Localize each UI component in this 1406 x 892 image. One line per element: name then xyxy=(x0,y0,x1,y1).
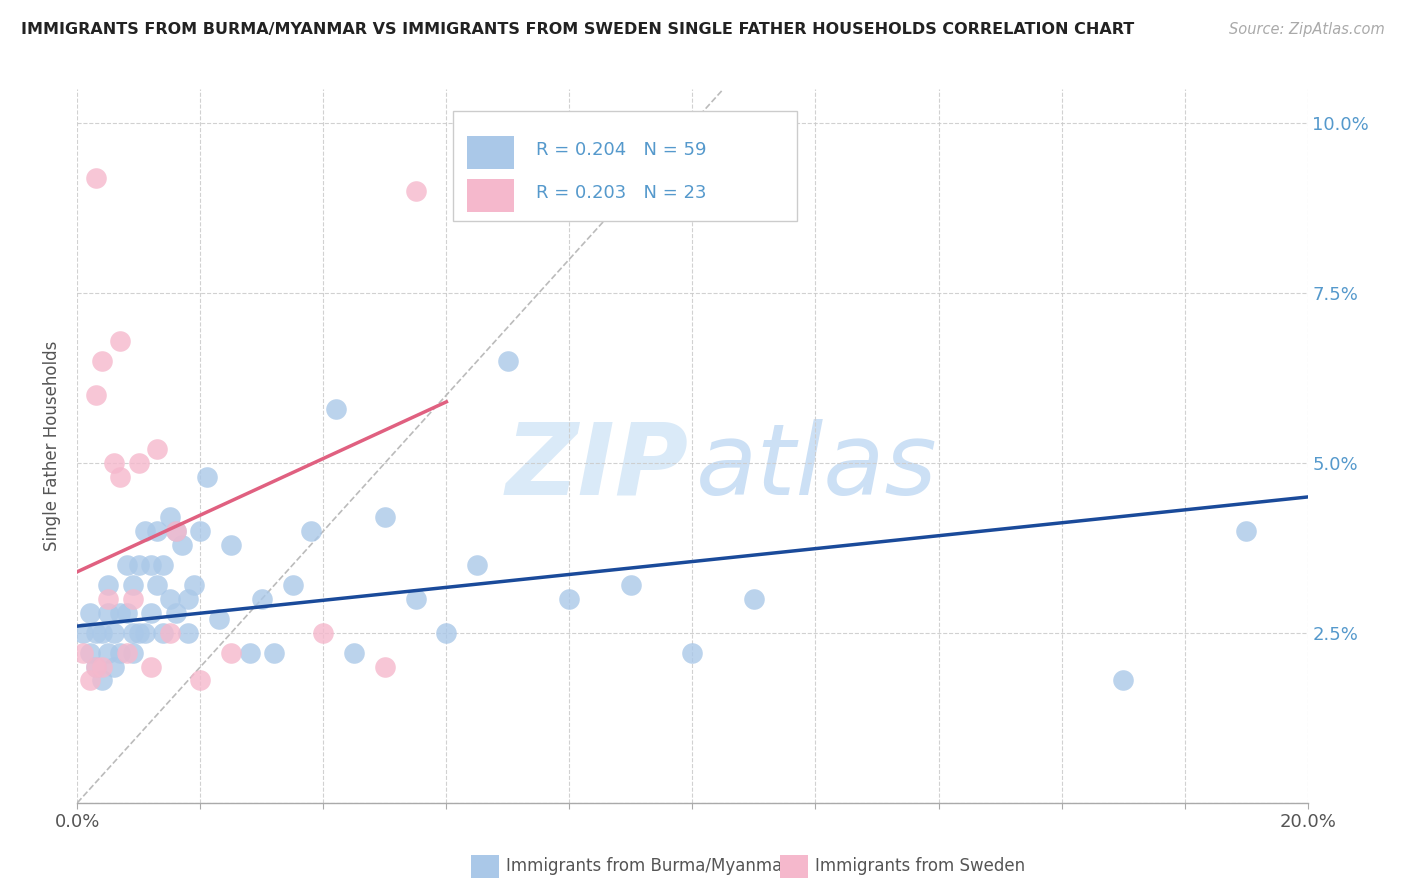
Point xyxy=(281,578,304,592)
Point xyxy=(146,524,169,538)
Point xyxy=(121,591,143,606)
Point xyxy=(436,626,458,640)
Point xyxy=(165,524,187,538)
Point xyxy=(165,606,187,620)
Point xyxy=(219,646,242,660)
Point xyxy=(84,388,107,402)
Point xyxy=(97,606,120,620)
Point xyxy=(110,606,132,620)
Text: Immigrants from Burma/Myanmar: Immigrants from Burma/Myanmar xyxy=(506,857,789,875)
Point xyxy=(79,673,101,688)
FancyBboxPatch shape xyxy=(467,136,515,169)
Point xyxy=(620,578,643,592)
Point xyxy=(152,626,174,640)
Point xyxy=(115,646,138,660)
Point xyxy=(742,591,765,606)
Point xyxy=(79,646,101,660)
Point xyxy=(159,626,181,640)
Point xyxy=(219,537,242,551)
Point xyxy=(97,578,120,592)
Point xyxy=(115,606,138,620)
Point xyxy=(496,354,519,368)
Point xyxy=(128,626,150,640)
Text: ZIP: ZIP xyxy=(506,419,689,516)
Text: atlas: atlas xyxy=(696,419,938,516)
Point xyxy=(84,626,107,640)
Point xyxy=(72,626,94,640)
Point xyxy=(90,354,114,368)
Point xyxy=(84,660,107,674)
Text: IMMIGRANTS FROM BURMA/MYANMAR VS IMMIGRANTS FROM SWEDEN SINGLE FATHER HOUSEHOLDS: IMMIGRANTS FROM BURMA/MYANMAR VS IMMIGRA… xyxy=(21,22,1135,37)
Point xyxy=(103,626,125,640)
Point xyxy=(208,612,231,626)
Point xyxy=(188,673,212,688)
Point xyxy=(110,469,132,483)
Point xyxy=(1112,673,1135,688)
Text: R = 0.203   N = 23: R = 0.203 N = 23 xyxy=(536,184,707,202)
Point xyxy=(374,660,396,674)
Point xyxy=(90,673,114,688)
Point xyxy=(72,646,94,660)
Point xyxy=(343,646,366,660)
Y-axis label: Single Father Households: Single Father Households xyxy=(44,341,62,551)
Point xyxy=(141,558,163,572)
Point xyxy=(141,606,163,620)
Text: R = 0.204   N = 59: R = 0.204 N = 59 xyxy=(536,141,707,159)
Point xyxy=(128,456,150,470)
Point xyxy=(121,626,143,640)
Point xyxy=(177,591,200,606)
Point xyxy=(558,591,581,606)
Point xyxy=(103,456,125,470)
Point xyxy=(128,558,150,572)
Point xyxy=(159,591,181,606)
Point xyxy=(405,184,427,198)
Point xyxy=(90,660,114,674)
Point xyxy=(263,646,285,660)
Point xyxy=(146,442,169,457)
Point xyxy=(159,510,181,524)
Point xyxy=(97,646,120,660)
Point xyxy=(170,537,193,551)
Point xyxy=(188,524,212,538)
Point xyxy=(682,646,704,660)
Text: Source: ZipAtlas.com: Source: ZipAtlas.com xyxy=(1229,22,1385,37)
Point xyxy=(299,524,322,538)
Point xyxy=(312,626,335,640)
Point xyxy=(110,646,132,660)
Point xyxy=(465,558,488,572)
FancyBboxPatch shape xyxy=(467,179,515,212)
Point xyxy=(121,578,143,592)
Point xyxy=(405,591,427,606)
Point xyxy=(141,660,163,674)
Text: Immigrants from Sweden: Immigrants from Sweden xyxy=(815,857,1025,875)
Point xyxy=(134,524,156,538)
Point xyxy=(134,626,156,640)
Point xyxy=(152,558,174,572)
Point xyxy=(1234,524,1257,538)
Point xyxy=(239,646,262,660)
Point xyxy=(325,401,347,416)
Point xyxy=(374,510,396,524)
Point xyxy=(165,524,187,538)
Point xyxy=(84,660,107,674)
Point xyxy=(115,558,138,572)
Point xyxy=(195,469,218,483)
Point xyxy=(177,626,200,640)
Point xyxy=(97,591,120,606)
Point xyxy=(84,170,107,185)
Point xyxy=(183,578,205,592)
Point xyxy=(121,646,143,660)
Point xyxy=(103,660,125,674)
Point xyxy=(110,334,132,348)
FancyBboxPatch shape xyxy=(453,111,797,221)
Point xyxy=(250,591,273,606)
Point xyxy=(90,626,114,640)
Point xyxy=(79,606,101,620)
Point xyxy=(146,578,169,592)
